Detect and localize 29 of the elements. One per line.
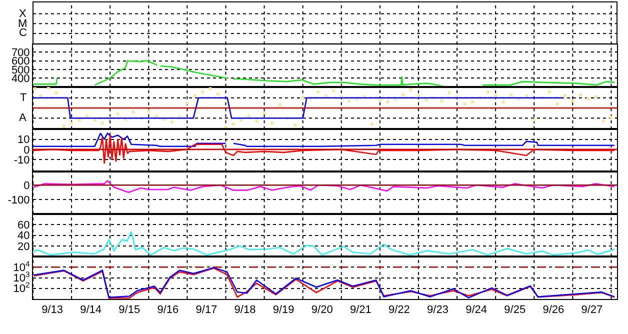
y-tick-label: -100 (8, 194, 30, 206)
text: T (20, 92, 27, 104)
y-tick-label: 40 (18, 230, 30, 242)
x-tick-label: 9/19 (272, 304, 294, 316)
y-tick-label: 20 (18, 240, 30, 253)
x-tick-label: 9/16 (157, 304, 179, 316)
x-tick-label: 9/21 (350, 304, 372, 316)
y-tick-label: 0 (24, 144, 30, 156)
text: A (19, 112, 27, 124)
x-tick-label: 9/18 (234, 304, 256, 316)
x-tick-label: 9/14 (80, 304, 102, 316)
x-tick-label: 9/25 (504, 304, 526, 316)
x-tick-label: 9/27 (581, 304, 603, 316)
x-tick-label: 9/24 (466, 304, 488, 316)
y-tick-label: 10 (18, 134, 30, 146)
x-tick-label: 9/23 (427, 304, 448, 316)
x-tick-label: 9/20 (311, 304, 333, 316)
text: C (19, 27, 27, 39)
x-tick-label: 9/26 (542, 304, 564, 316)
x-tick-label: 9/13 (42, 304, 63, 316)
y-tick-label: 10$^{2}$ (13, 280, 30, 296)
y-tick-label: 0 (24, 180, 30, 192)
x-tick-label: 9/22 (388, 304, 410, 316)
x-tick-label: 9/15 (118, 304, 140, 316)
x-tick-label: 9/17 (196, 304, 218, 316)
y-tick-label: 400 (11, 72, 30, 85)
text: X (19, 8, 27, 20)
y-tick-label: -10 (14, 154, 30, 166)
y-tick-label: 60 (18, 220, 30, 232)
